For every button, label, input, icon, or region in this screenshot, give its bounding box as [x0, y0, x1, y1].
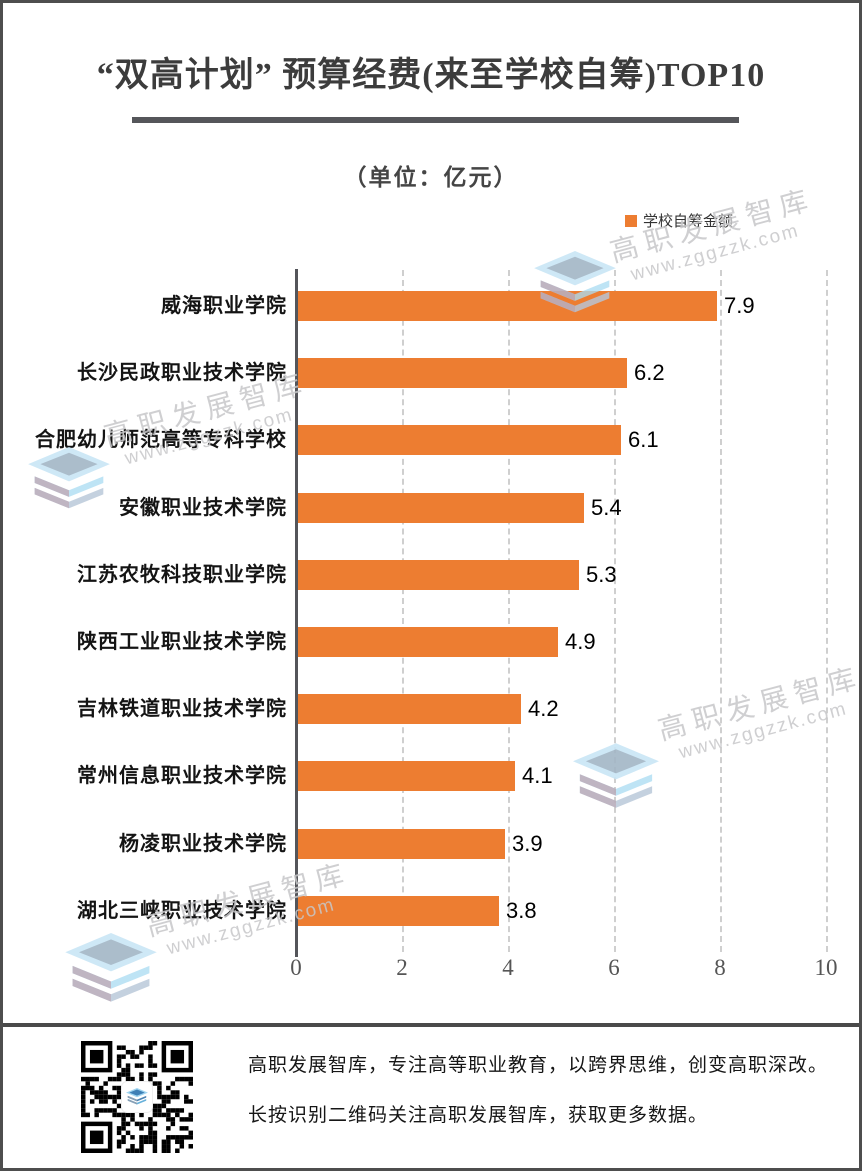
legend-label: 学校自筹金额 — [643, 213, 734, 230]
page-title: “双高计划” 预算经费(来至学校自筹)TOP10 — [96, 57, 766, 94]
bar-value-label: 3.8 — [506, 898, 537, 923]
bar-value-label: 4.9 — [565, 629, 596, 654]
gridline-x-4 — [508, 270, 510, 952]
category-label: 杨凌职业技术学院 — [119, 833, 287, 855]
bar-value-label: 4.1 — [522, 763, 553, 788]
watermark-url-text: www.zggzzk.com — [676, 698, 850, 764]
y-axis-line — [295, 269, 298, 957]
unit-subtitle: （单位：亿元） — [343, 164, 519, 190]
bar-5 — [298, 560, 579, 590]
legend-swatch-icon — [625, 214, 637, 227]
gridline-x-8 — [720, 270, 722, 952]
bar-10 — [298, 896, 499, 926]
bar-value-label: 6.1 — [628, 427, 659, 452]
x-tick-label-4: 4 — [502, 955, 514, 980]
category-label: 江苏农牧科技职业学院 — [77, 564, 287, 586]
title-divider — [132, 117, 739, 123]
x-tick-label-10: 10 — [814, 955, 838, 980]
bar-1 — [298, 291, 717, 321]
category-label: 湖北三峡职业技术学院 — [77, 900, 287, 922]
gridline-x-10 — [826, 270, 828, 952]
x-tick-label-2: 2 — [396, 955, 408, 980]
x-tick-label-6: 6 — [608, 955, 620, 980]
category-label: 威海职业学院 — [161, 295, 287, 317]
bar-value-label: 5.4 — [591, 495, 622, 520]
category-label: 常州信息职业技术学院 — [77, 765, 287, 787]
category-label: 合肥幼儿师范高等专科学校 — [35, 429, 287, 451]
category-label: 吉林铁道职业技术学院 — [77, 698, 287, 720]
layered-box-logo-icon — [65, 933, 157, 1013]
bar-8 — [298, 761, 515, 791]
category-label: 安徽职业技术学院 — [119, 497, 287, 519]
bar-6 — [298, 627, 558, 657]
footer-text-2: 长按识别二维码关注高职发展智库，获取更多数据。 — [248, 1105, 709, 1126]
bar-4 — [298, 493, 584, 523]
x-tick-label-8: 8 — [714, 955, 726, 980]
layered-box-logo-icon — [573, 743, 659, 819]
category-label: 长沙民政职业技术学院 — [77, 362, 287, 384]
watermark-brand-text: 高职发展智库 — [654, 661, 862, 746]
footer-divider — [3, 1023, 859, 1027]
qr-center-logo-icon — [122, 1082, 152, 1112]
qr-code — [81, 1041, 193, 1153]
x-tick-label-0: 0 — [290, 955, 302, 980]
gridline-x-2 — [402, 270, 404, 952]
category-label: 陕西工业职业技术学院 — [77, 631, 287, 653]
bar-7 — [298, 694, 521, 724]
bar-value-label: 4.2 — [528, 696, 559, 721]
footer-text-1: 高职发展智库，专注高等职业教育，以跨界思维，创变高职深改。 — [248, 1055, 829, 1076]
bar-value-label: 5.3 — [586, 562, 617, 587]
bar-2 — [298, 358, 627, 388]
chart-legend: 学校自筹金额 — [625, 210, 733, 231]
bar-3 — [298, 425, 621, 455]
watermark-text: 高职发展智库 www.zggzzk.com — [605, 178, 823, 290]
watermark-text: 高职发展智库 www.zggzzk.com — [653, 656, 862, 768]
bar-value-label: 3.9 — [512, 831, 543, 856]
gridline-x-6 — [614, 270, 616, 952]
bar-value-label: 6.2 — [634, 360, 665, 385]
bar-9 — [298, 829, 505, 859]
bar-value-label: 7.9 — [724, 293, 755, 318]
